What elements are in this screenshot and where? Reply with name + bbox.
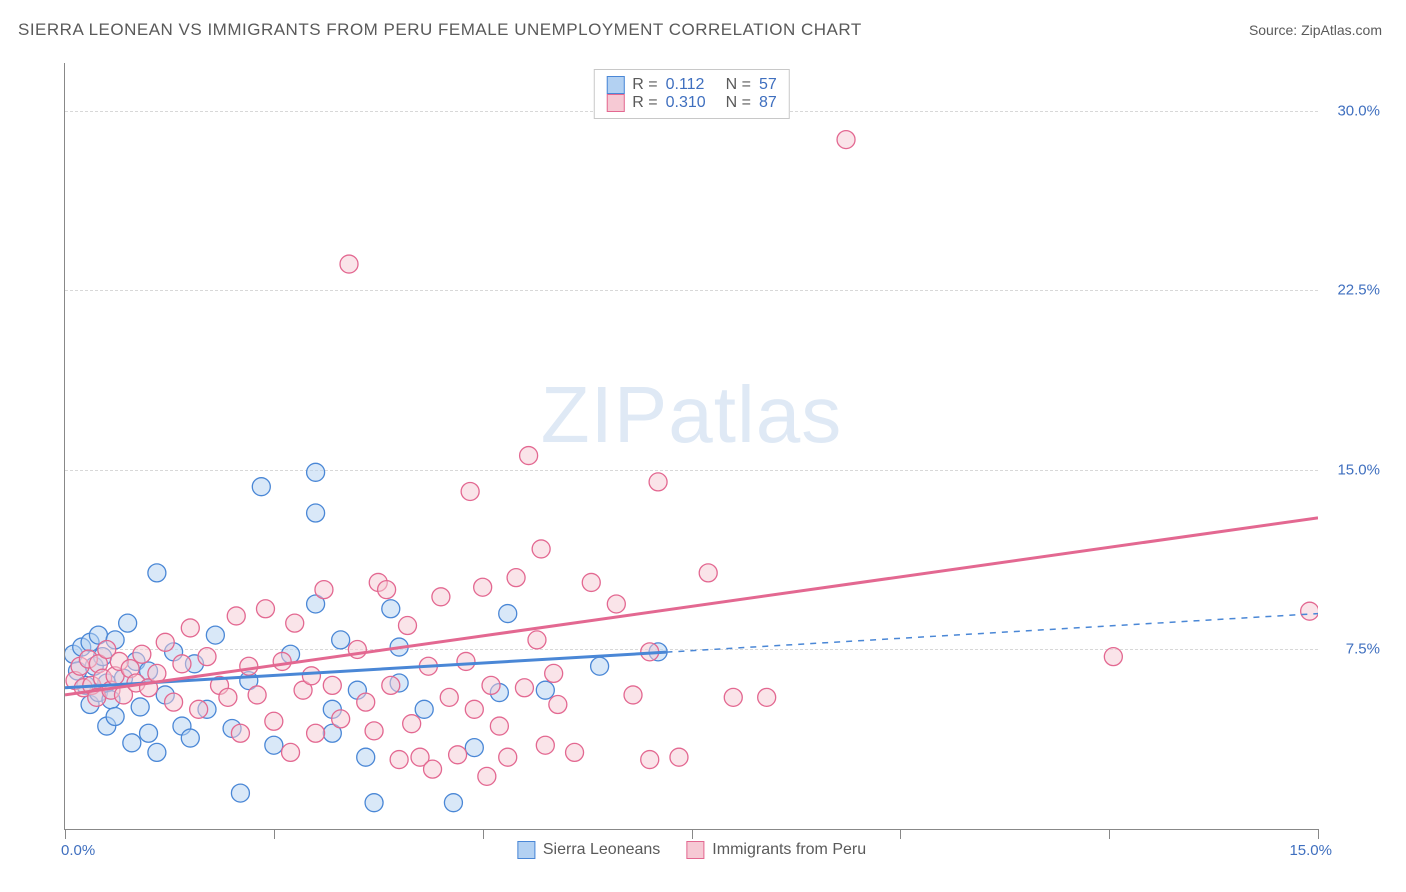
- swatch-pink-icon: [686, 841, 704, 859]
- x-axis-min-label: 0.0%: [61, 842, 95, 859]
- n-label: N =: [726, 76, 751, 94]
- stats-row-sierra: R = 0.112 N = 57: [606, 76, 776, 94]
- x-tick: [65, 829, 66, 839]
- source-name: ZipAtlas.com: [1301, 22, 1382, 38]
- chart-title: SIERRA LEONEAN VS IMMIGRANTS FROM PERU F…: [18, 20, 862, 40]
- n-value-sierra: 57: [759, 76, 777, 94]
- stats-row-peru: R = 0.310 N = 87: [606, 94, 776, 112]
- x-tick: [900, 829, 901, 839]
- r-label: R =: [632, 94, 657, 112]
- r-value-sierra: 0.112: [666, 76, 718, 94]
- x-tick: [1318, 829, 1319, 839]
- legend-item-peru: Immigrants from Peru: [686, 841, 866, 859]
- trend-lines: [65, 63, 1318, 829]
- r-value-peru: 0.310: [666, 94, 718, 112]
- n-label: N =: [726, 94, 751, 112]
- y-tick-label: 15.0%: [1324, 461, 1380, 478]
- plot-area: ZIPatlas R = 0.112 N = 57 R = 0.310 N = …: [64, 63, 1318, 830]
- swatch-blue-icon: [606, 76, 624, 94]
- x-tick: [692, 829, 693, 839]
- legend-item-sierra: Sierra Leoneans: [517, 841, 660, 859]
- source-attribution: Source: ZipAtlas.com: [1249, 22, 1382, 38]
- y-tick-label: 7.5%: [1324, 641, 1380, 658]
- stats-legend: R = 0.112 N = 57 R = 0.310 N = 87: [593, 69, 789, 119]
- trend-line-solid: [65, 518, 1318, 695]
- x-tick: [483, 829, 484, 839]
- trend-line-dashed: [666, 614, 1318, 653]
- legend-label-sierra: Sierra Leoneans: [543, 841, 660, 859]
- x-tick: [274, 829, 275, 839]
- y-tick-label: 22.5%: [1324, 282, 1380, 299]
- x-axis-max-label: 15.0%: [1289, 842, 1332, 859]
- source-prefix: Source:: [1249, 22, 1301, 38]
- legend-label-peru: Immigrants from Peru: [712, 841, 866, 859]
- y-tick-label: 30.0%: [1324, 102, 1380, 119]
- series-legend: Sierra Leoneans Immigrants from Peru: [517, 841, 866, 859]
- chart-container: Female Unemployment ZIPatlas R = 0.112 N…: [18, 55, 1388, 872]
- n-value-peru: 87: [759, 94, 777, 112]
- swatch-pink-icon: [606, 94, 624, 112]
- swatch-blue-icon: [517, 841, 535, 859]
- r-label: R =: [632, 76, 657, 94]
- x-tick: [1109, 829, 1110, 839]
